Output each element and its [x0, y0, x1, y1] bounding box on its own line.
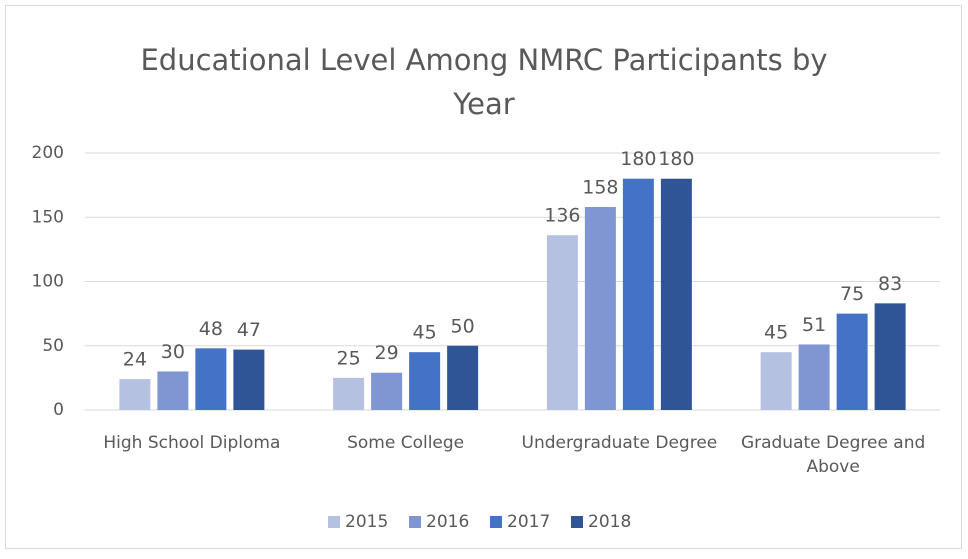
legend-swatch [490, 516, 502, 528]
chart-border [5, 5, 962, 549]
data-label: 48 [199, 318, 223, 340]
data-label: 25 [337, 347, 361, 369]
bar [622, 178, 654, 410]
bar [119, 379, 151, 410]
x-tick-label: Graduate Degree and Above [740, 433, 926, 477]
legend-label: 2015 [345, 512, 388, 532]
data-label: 24 [123, 349, 147, 371]
bar [233, 349, 265, 410]
bar [874, 303, 906, 410]
y-tick-label: 200 [32, 143, 64, 163]
data-label: 45 [764, 322, 788, 344]
y-tick-label: 150 [32, 207, 64, 227]
y-tick-label: 0 [53, 400, 64, 420]
bar [546, 235, 578, 410]
data-label: 75 [840, 283, 864, 305]
bar [195, 348, 227, 410]
bar [333, 377, 365, 410]
x-tick-label: Undergraduate Degree [521, 433, 718, 453]
data-label: 50 [451, 315, 475, 337]
data-label: 158 [582, 176, 618, 198]
data-label: 136 [544, 205, 580, 227]
legend-swatch [409, 516, 421, 528]
data-label: 47 [237, 319, 261, 341]
legend-swatch [571, 516, 583, 528]
bar [371, 372, 403, 410]
bar [660, 178, 692, 410]
legend-label: 2017 [507, 512, 550, 532]
bar [409, 352, 441, 410]
data-label: 29 [375, 342, 399, 364]
bar [584, 206, 616, 410]
chart-title: Educational Level Among NMRC Participant… [140, 43, 828, 121]
data-label: 180 [620, 148, 656, 170]
data-label: 30 [161, 341, 185, 363]
bar [760, 352, 792, 410]
data-label: 45 [413, 322, 437, 344]
x-tick-label: Some College [347, 433, 465, 453]
data-label: 51 [802, 314, 826, 336]
data-label: 83 [878, 273, 902, 295]
bar [157, 371, 189, 410]
y-tick-label: 100 [32, 272, 64, 292]
legend-swatch [328, 516, 340, 528]
y-tick-label: 50 [42, 336, 64, 356]
data-label: 180 [658, 148, 694, 170]
bar [836, 313, 868, 410]
bar [447, 345, 479, 410]
x-tick-label: High School Diploma [103, 433, 281, 453]
legend-label: 2016 [426, 512, 469, 532]
legend-label: 2018 [588, 512, 631, 532]
bar [798, 344, 830, 410]
